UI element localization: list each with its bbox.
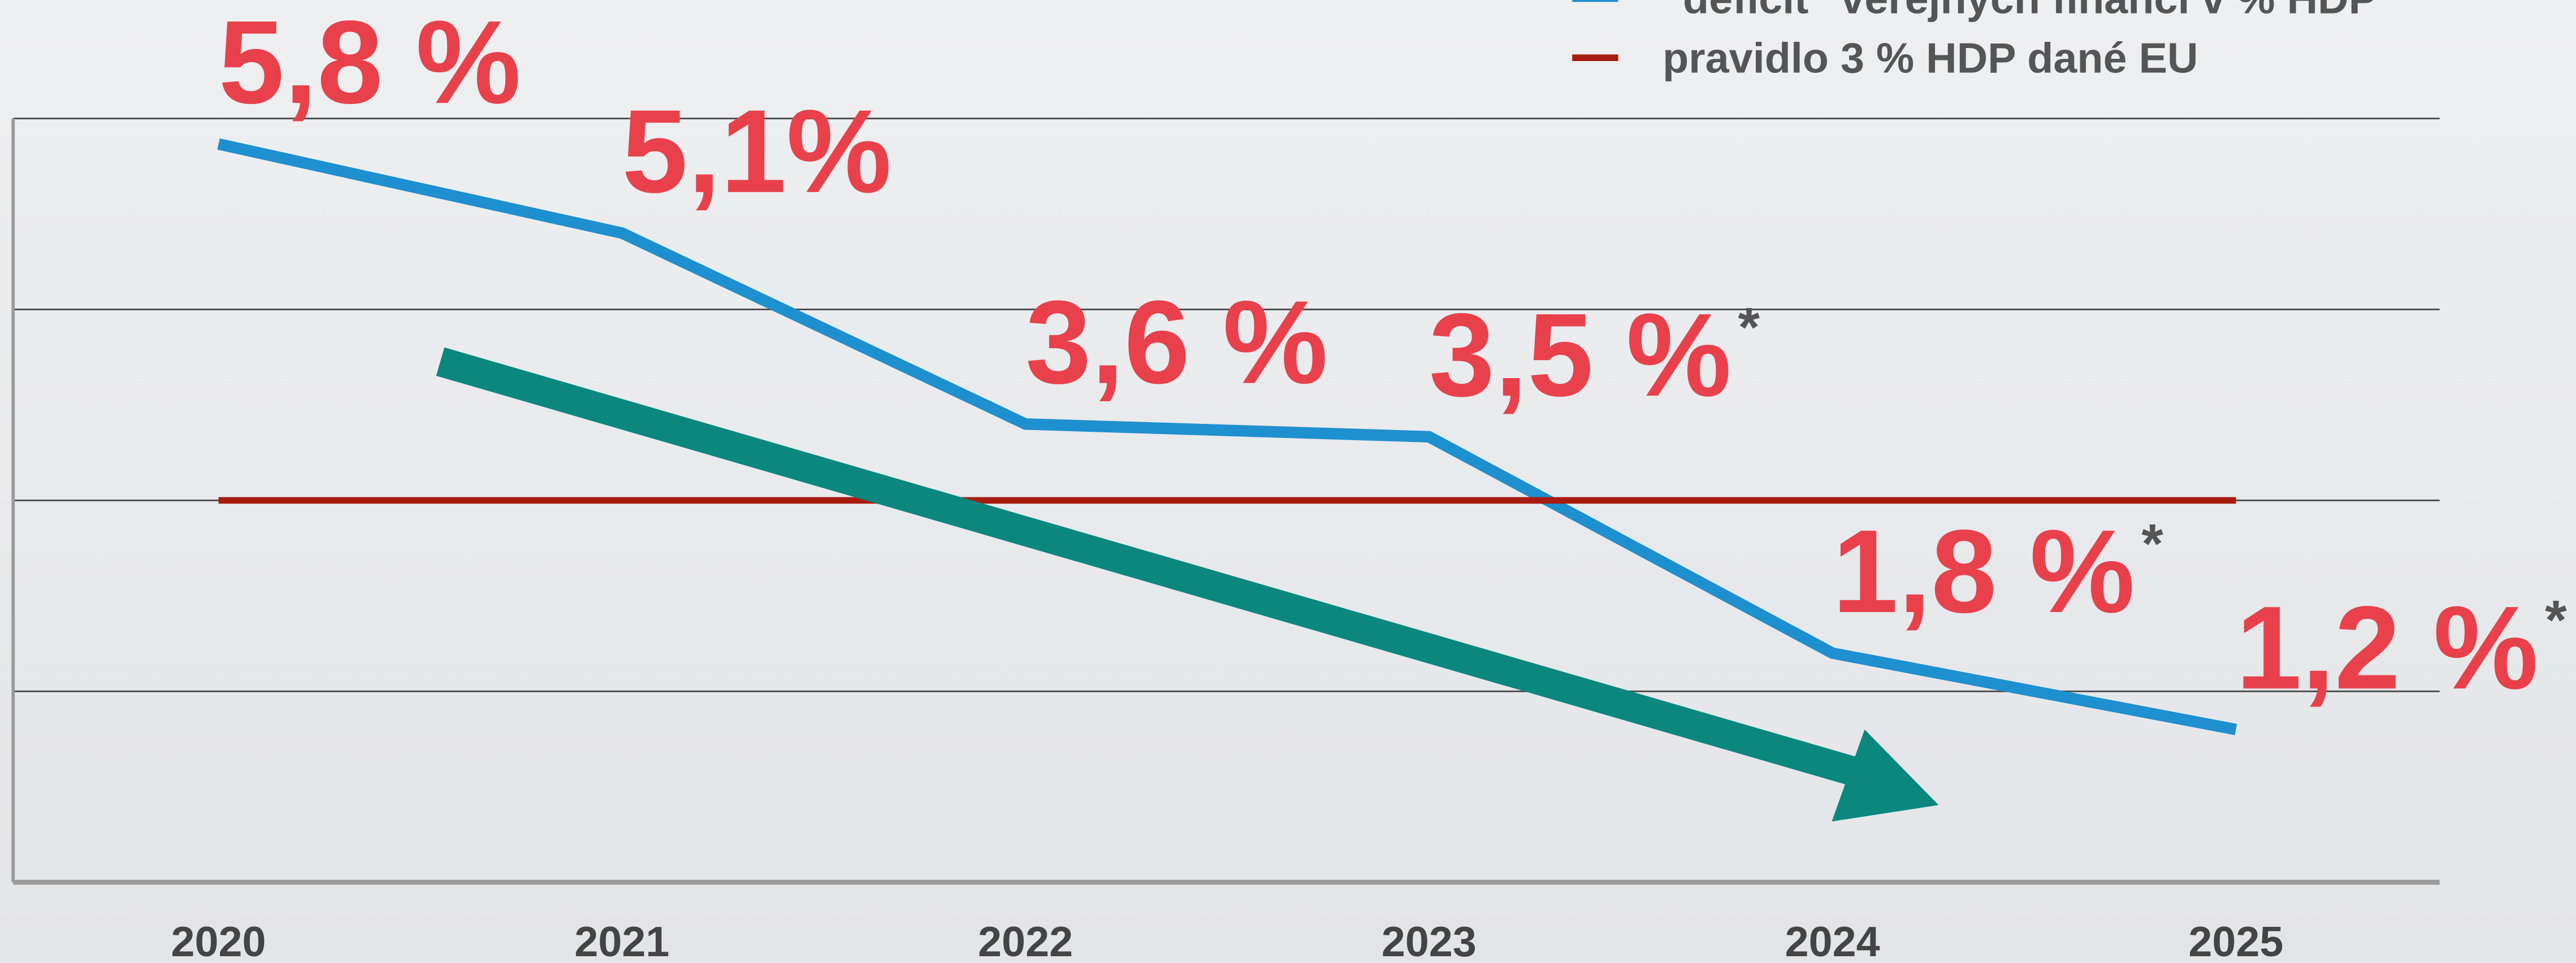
data-label: 3,6 % (1025, 277, 1328, 409)
arrow-head (1832, 729, 1939, 822)
x-tick-label: 2024 (1785, 918, 1880, 963)
legend-label: pravidlo 3 % HDP dané EU (1663, 34, 2198, 82)
x-tick-label: 2020 (171, 918, 266, 963)
arrow-shaft (436, 347, 1861, 787)
data-label: 5,8 % (219, 0, 521, 128)
label-asterisk: * (2141, 513, 2163, 575)
x-tick-label: 2025 (2188, 918, 2283, 963)
legend-label: "deficit" veřejných financí v % HDP (1663, 0, 2377, 23)
line (217, 138, 2237, 735)
x-tick-label: 2021 (574, 918, 669, 963)
label-asterisk: * (2545, 589, 2567, 651)
label-asterisk: * (1738, 296, 1760, 358)
series (217, 138, 2237, 735)
trend-arrow (436, 347, 1939, 822)
data-label: 5,1% (622, 86, 891, 218)
x-tick-label: 2023 (1382, 918, 1477, 963)
data-label: 3,5 % (1429, 289, 1731, 421)
labels: 2020 2021 2022 2023 2024 2025 5,8 % 5,1% 3,6 % 3,… (171, 0, 2568, 963)
legend: "deficit" veřejných financí v % HDP pravi… (1572, 0, 2377, 82)
data-label: 1,8 % (1833, 506, 2135, 637)
x-tick-label: 2022 (978, 918, 1073, 963)
data-label: 1,2 % (2236, 582, 2538, 714)
